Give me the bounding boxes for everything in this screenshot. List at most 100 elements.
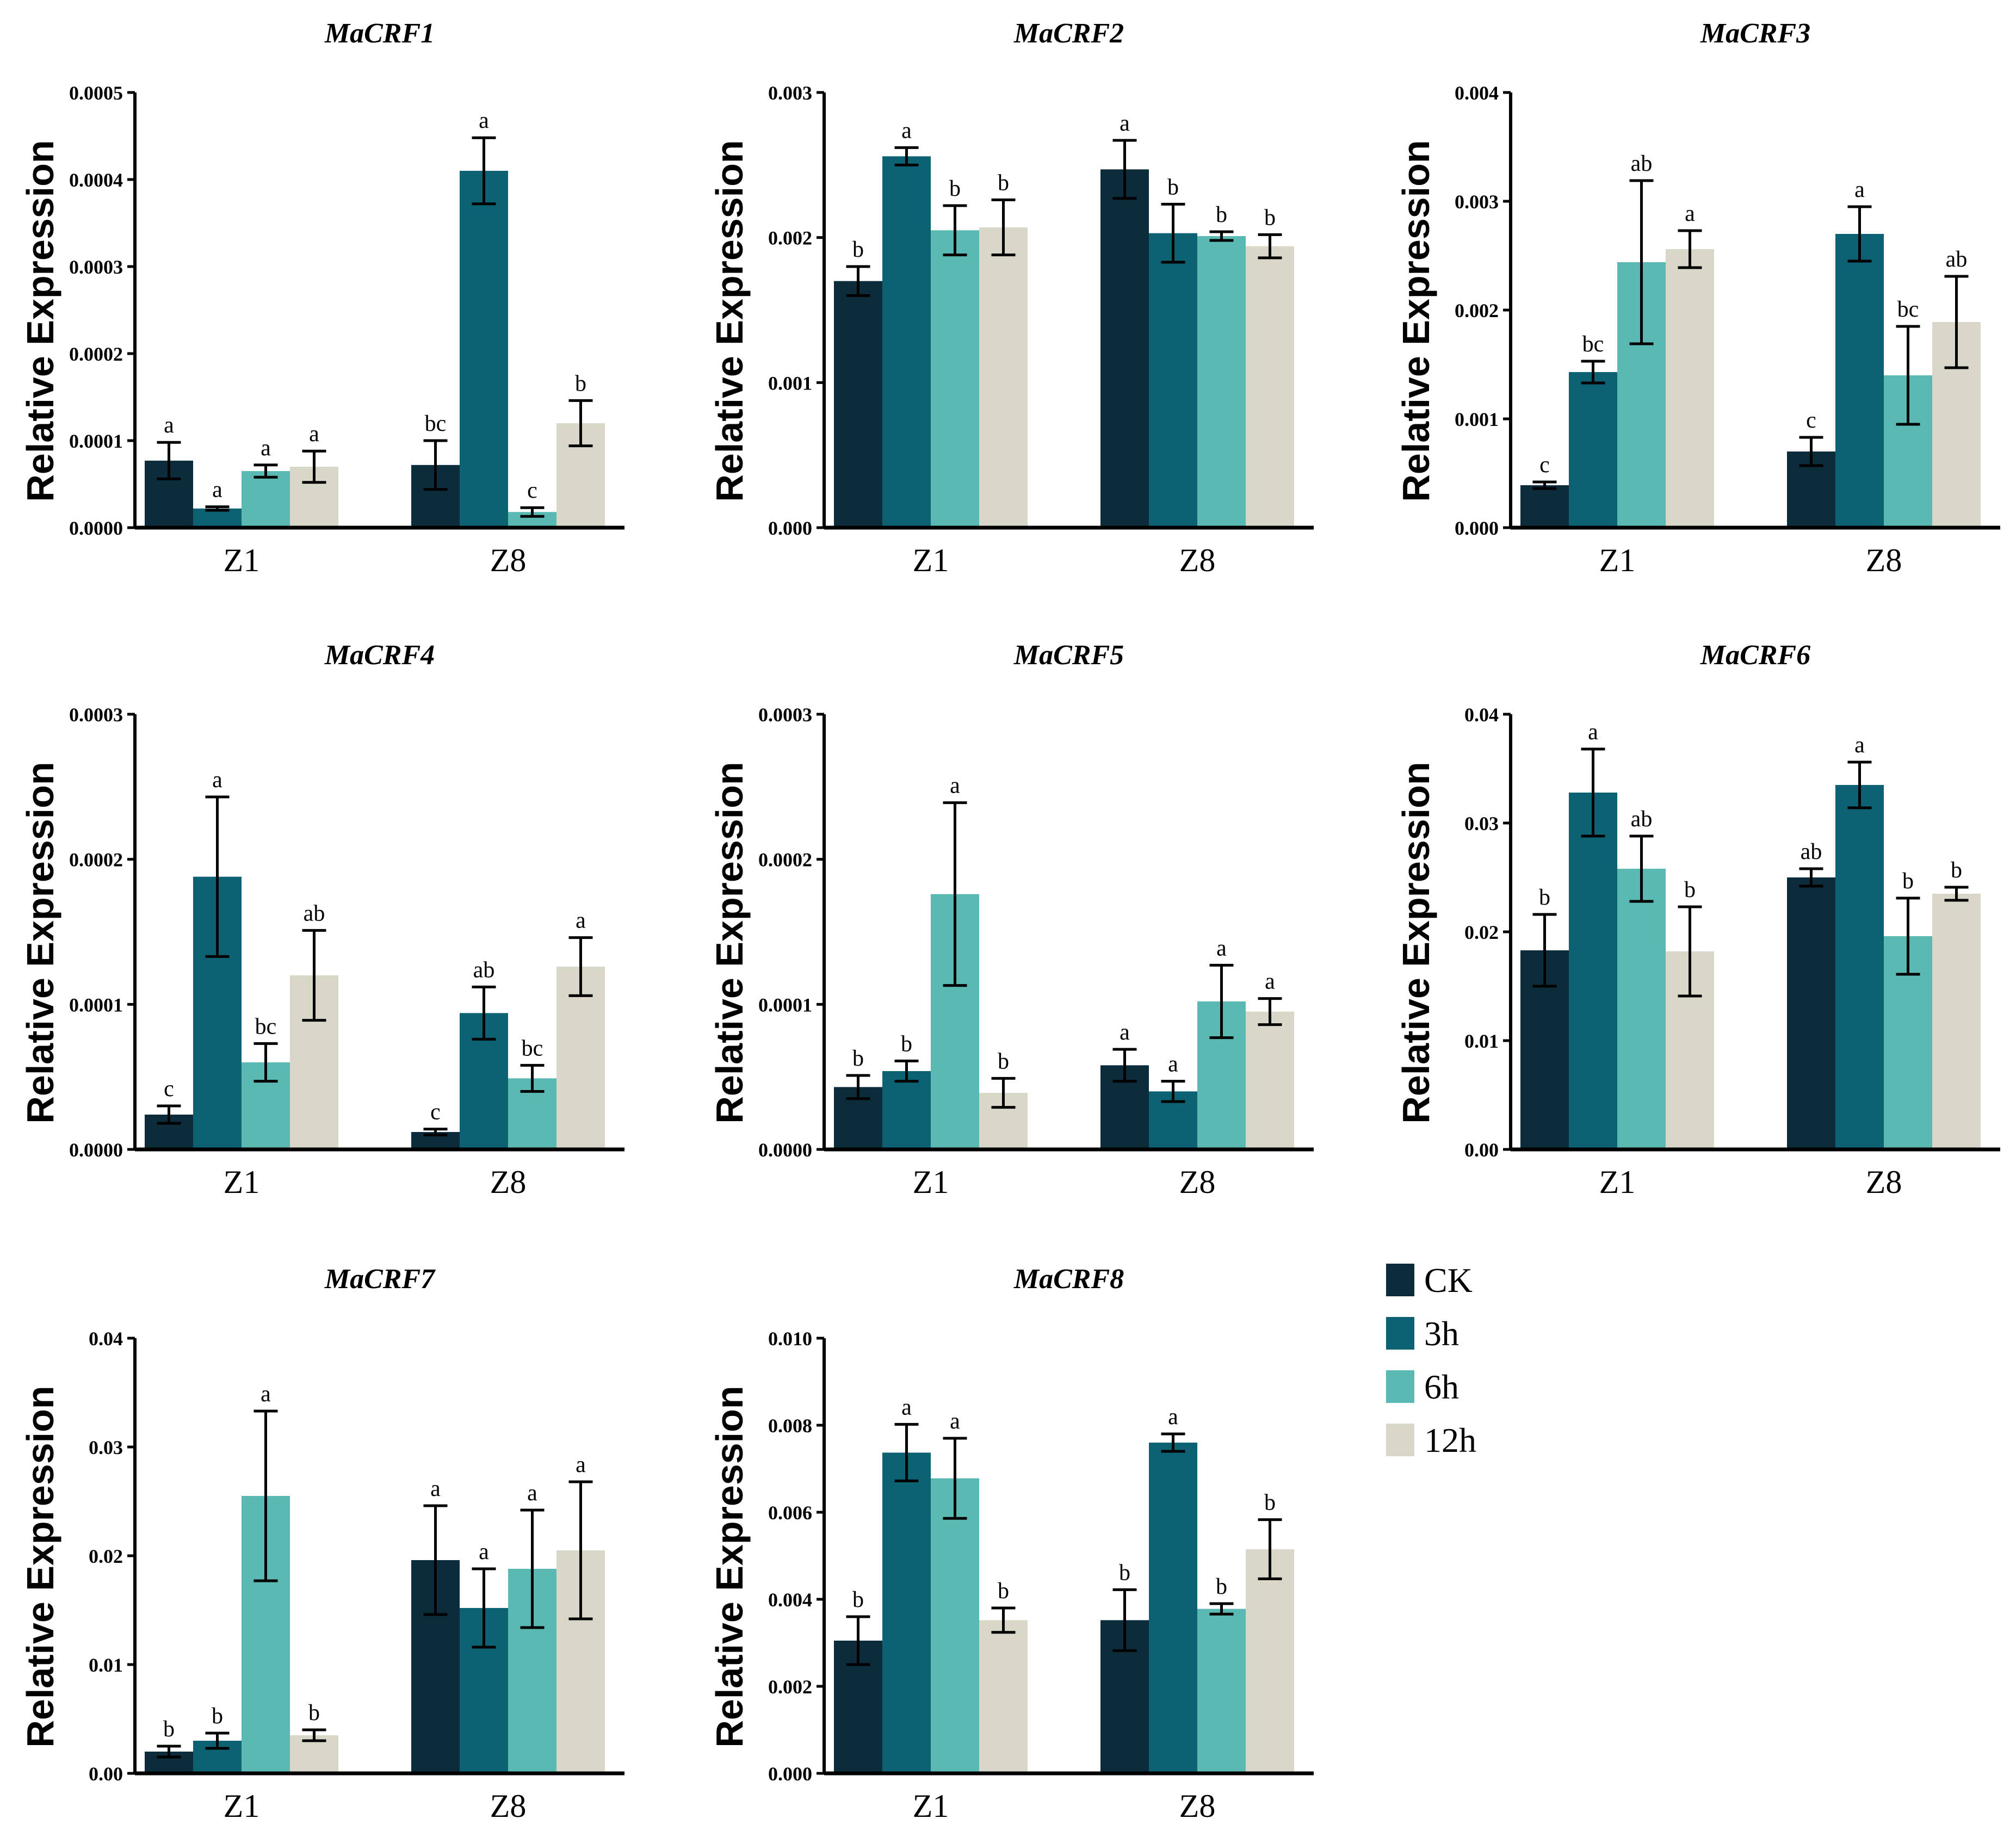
y-tick-label: 0.04 (1464, 704, 1499, 726)
bar-z1-6h (242, 471, 290, 528)
y-tick-label: 0.0001 (758, 994, 812, 1016)
legend-swatch-3h (1386, 1317, 1414, 1350)
bar-z8-12h (1246, 1011, 1294, 1149)
x-tick-label-z1: Z1 (913, 542, 949, 578)
significance-letter: c (430, 1100, 441, 1125)
y-tick-label: 0.004 (1455, 82, 1499, 104)
bar-z1-6h (931, 1478, 979, 1773)
significance-letter: a (212, 478, 222, 503)
significance-letter: b (998, 1579, 1009, 1604)
x-tick-label-z8: Z8 (490, 1164, 527, 1200)
bar-z1-3h (193, 508, 242, 528)
y-tick-label: 0.0005 (69, 82, 123, 104)
y-tick-label: 0.0003 (758, 704, 812, 726)
y-tick-label: 0.0001 (69, 430, 123, 452)
chart-panel-macrf3: MaCRF3 Relative Expression 0.000 0.001 0.002… (1395, 18, 2000, 578)
x-tick-label-z8: Z8 (490, 1788, 527, 1824)
legend-label-ck: CK (1424, 1261, 1473, 1300)
significance-letter: a (950, 774, 960, 799)
bar-z1-12h (979, 1620, 1028, 1773)
significance-letter: a (1168, 1052, 1178, 1077)
significance-letter: ab (1631, 151, 1653, 176)
significance-letter: b (308, 1700, 320, 1725)
x-tick-label-z1: Z1 (913, 1164, 949, 1200)
significance-letter: a (950, 1409, 960, 1434)
legend-label-12h: 12h (1424, 1421, 1476, 1459)
x-tick-label-z8: Z8 (1179, 1788, 1216, 1824)
y-tick-label: 0.0000 (69, 517, 123, 539)
bar-z1-3h (882, 1452, 931, 1773)
y-axis-label: Relative Expression (19, 140, 61, 502)
bar-z8-6h (1197, 236, 1246, 528)
bar-z1-3h (1569, 793, 1617, 1149)
significance-letter: a (212, 768, 222, 793)
significance-letter: c (164, 1077, 174, 1102)
x-tick-label-z1: Z1 (224, 1164, 260, 1200)
significance-letter: b (1264, 205, 1276, 230)
chart-panel-macrf5: MaCRF5 Relative Expression 0.0000 0.0001 0.0… (708, 640, 1314, 1200)
bar-z1-ck (834, 281, 882, 528)
bar-z8-12h (1932, 894, 1981, 1149)
bar-z8-3h (1835, 234, 1884, 528)
y-tick-label: 0.000 (1455, 517, 1499, 539)
x-tick-label-z1: Z1 (1599, 542, 1636, 578)
significance-letter: a (1685, 201, 1695, 226)
y-tick-label: 0.003 (1455, 191, 1499, 213)
significance-letter: b (1684, 877, 1696, 902)
significance-letter: c (1806, 408, 1816, 433)
y-tick-label: 0.006 (768, 1502, 812, 1524)
x-tick-label-z1: Z1 (913, 1788, 949, 1824)
y-tick-label: 0.010 (768, 1328, 812, 1350)
significance-letter: a (430, 1476, 441, 1501)
y-tick-label: 0.04 (89, 1328, 123, 1350)
bar-z1-6h (931, 230, 979, 528)
significance-letter: ab (304, 901, 325, 926)
y-tick-label: 0.001 (1455, 409, 1499, 430)
bar-z8-12h (1246, 1549, 1294, 1773)
y-tick-label: 0.001 (768, 372, 812, 394)
y-axis-label: Relative Expression (708, 762, 751, 1123)
significance-letter: b (852, 1587, 864, 1612)
y-tick-label: 0.000 (768, 1763, 812, 1785)
y-tick-label: 0.0000 (758, 1139, 812, 1161)
bar-z8-3h (1835, 785, 1884, 1149)
significance-letter: b (1216, 1574, 1227, 1599)
significance-letter: b (1264, 1490, 1276, 1516)
y-axis-label: Relative Expression (19, 762, 61, 1123)
significance-letter: b (852, 1046, 864, 1071)
significance-letter: a (1168, 1405, 1178, 1430)
y-tick-label: 0.02 (1464, 921, 1499, 943)
significance-letter: b (1216, 202, 1227, 227)
significance-letter: b (1167, 175, 1179, 200)
y-tick-label: 0.000 (768, 517, 812, 539)
significance-letter: b (1119, 1560, 1130, 1585)
y-tick-label: 0.008 (768, 1415, 812, 1437)
significance-letter: a (1265, 969, 1275, 994)
significance-letter: b (1951, 858, 1962, 883)
y-tick-label: 0.003 (768, 82, 812, 104)
significance-letter: b (949, 176, 961, 201)
bar-z8-ck (1100, 169, 1149, 528)
y-axis-label: Relative Expression (19, 1386, 61, 1747)
significance-letter: a (479, 108, 489, 133)
significance-letter: ab (1631, 807, 1653, 832)
bar-z1-3h (882, 156, 931, 528)
significance-letter: bc (255, 1014, 277, 1039)
y-tick-label: 0.004 (768, 1589, 812, 1611)
bar-z1-3h (1569, 372, 1617, 528)
bar-z8-ck (1787, 877, 1835, 1149)
significance-letter: a (1216, 936, 1227, 961)
y-tick-label: 0.00 (89, 1763, 123, 1785)
significance-letter: a (1120, 111, 1130, 136)
significance-letter: bc (425, 411, 447, 436)
significance-letter: a (261, 1382, 271, 1407)
y-tick-label: 0.0003 (69, 256, 123, 278)
chart-panel-macrf8: MaCRF8 Relative Expression 0.000 0.002 0.004… (708, 1264, 1314, 1824)
significance-letter: b (1902, 869, 1914, 894)
x-tick-label-z8: Z8 (1866, 542, 1902, 578)
significance-letter: a (576, 908, 586, 933)
significance-letter: c (527, 478, 537, 503)
significance-letter: b (852, 237, 864, 262)
y-tick-label: 0.0000 (69, 1139, 123, 1161)
